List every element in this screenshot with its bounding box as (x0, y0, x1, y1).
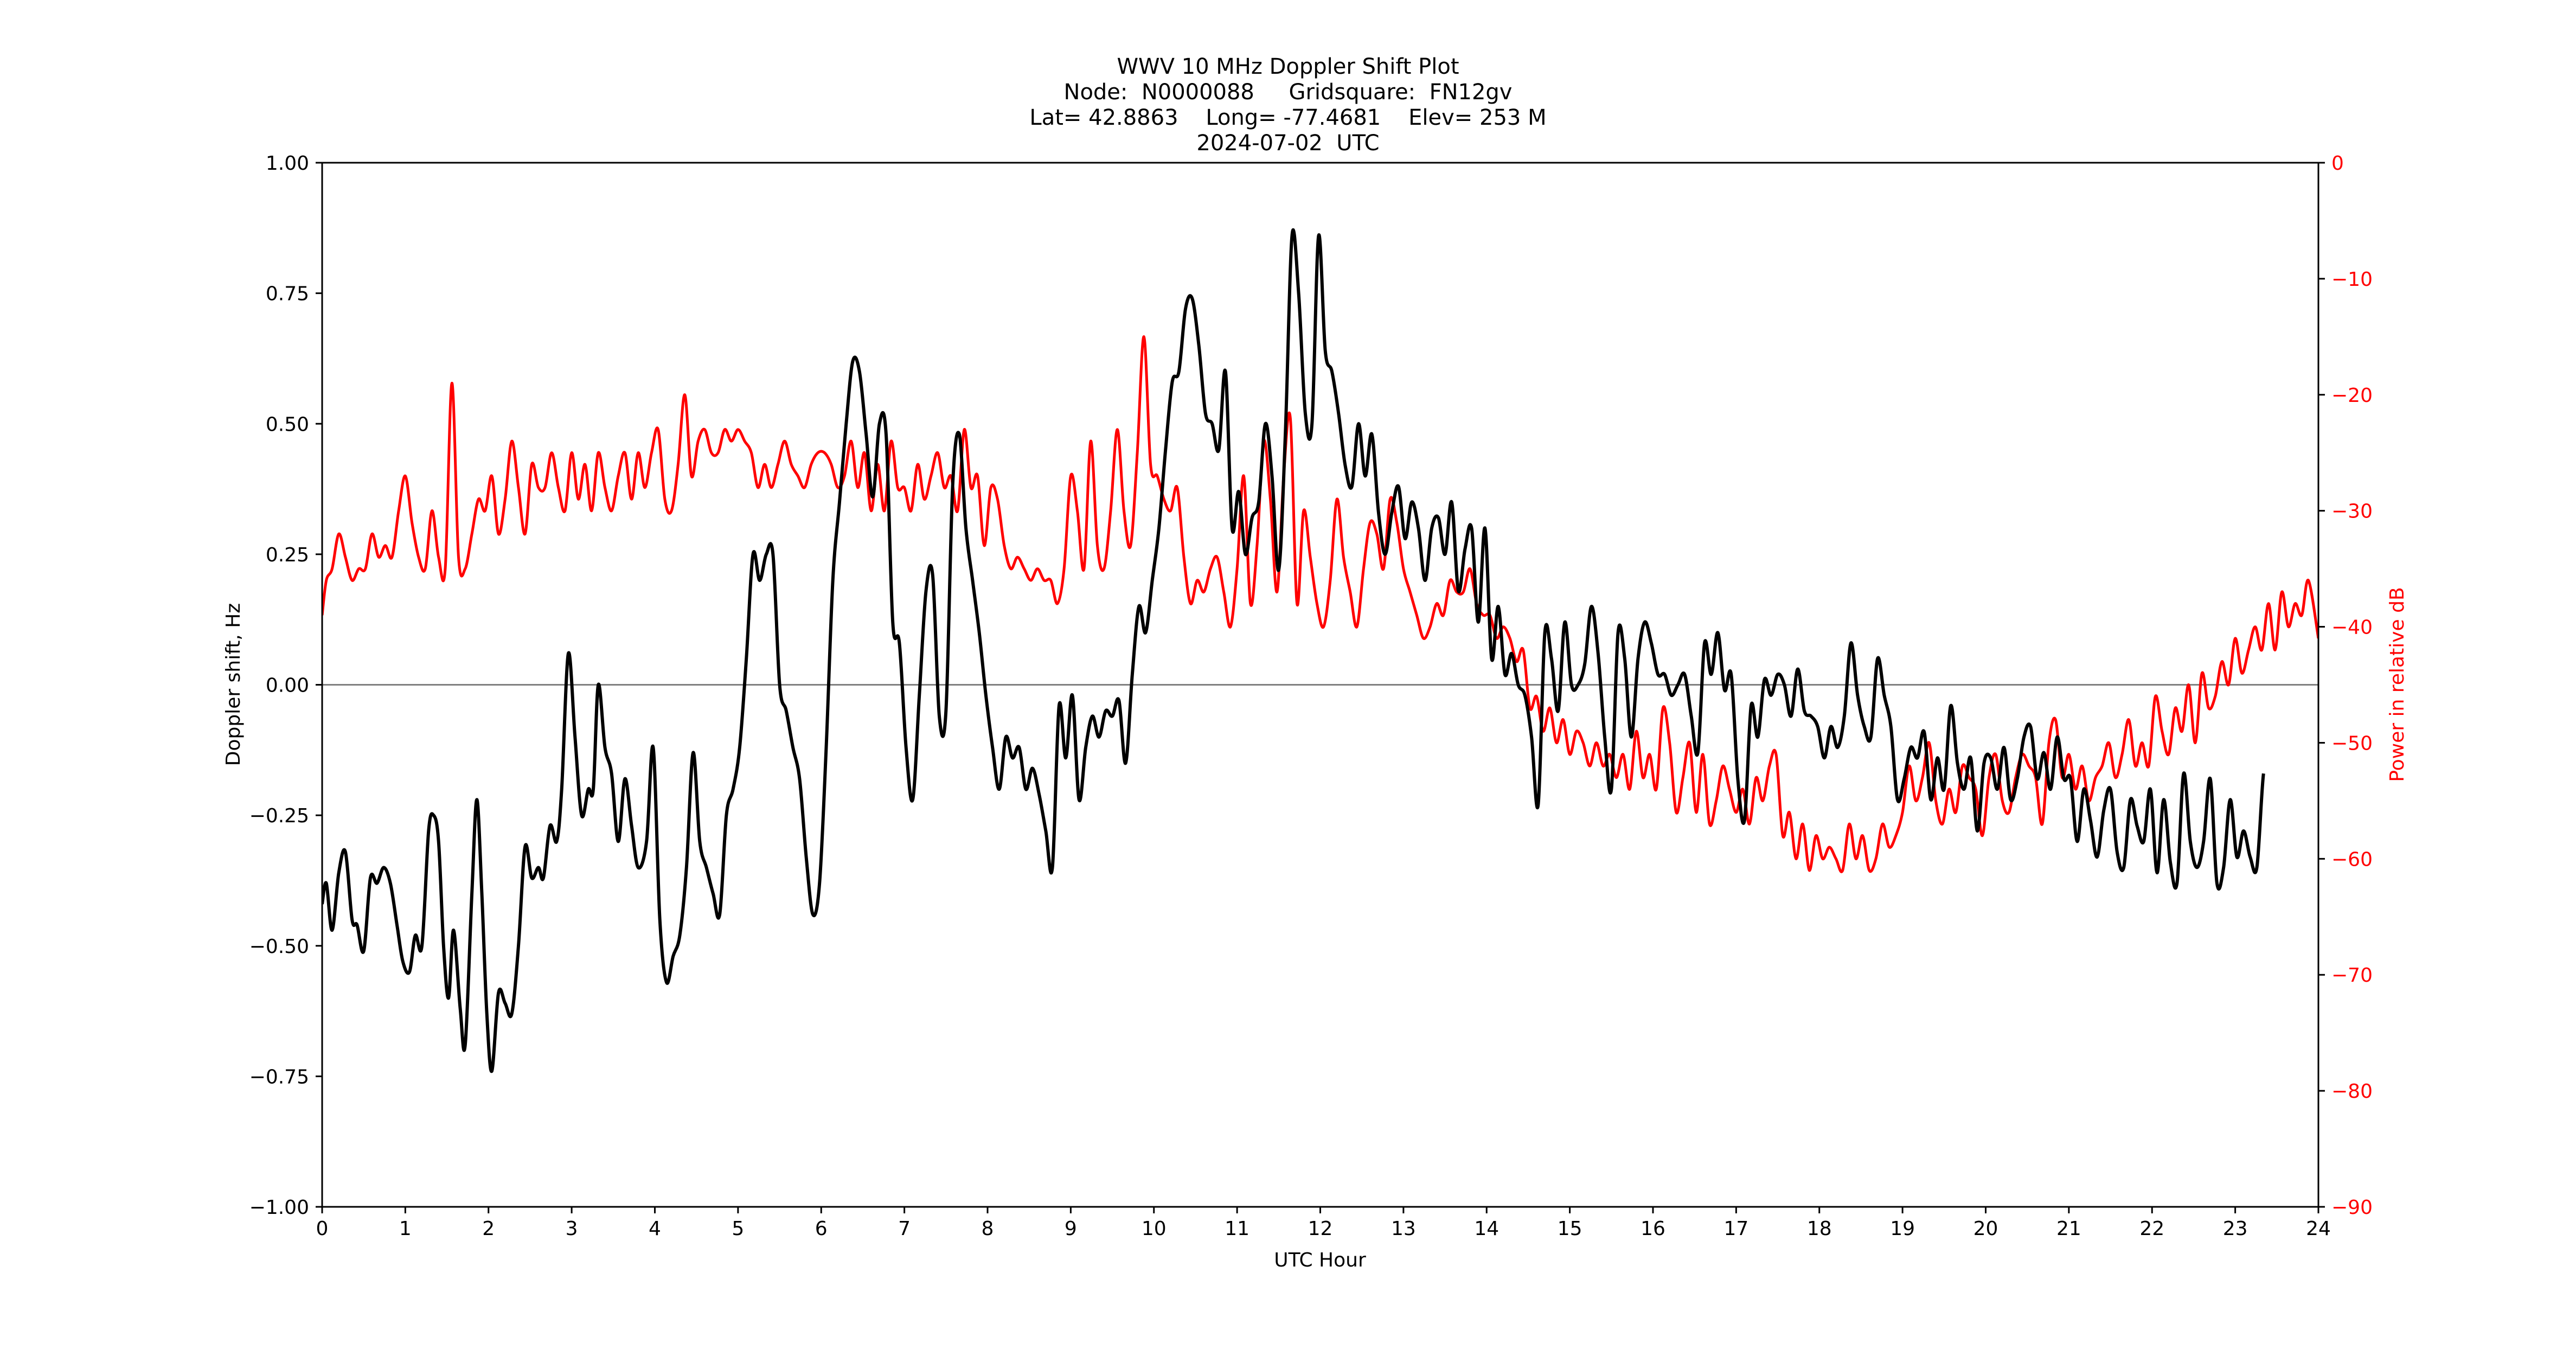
x-tick-label: 2 (482, 1218, 495, 1240)
x-tick-label: 13 (1391, 1218, 1416, 1240)
x-tick-label: 19 (1890, 1218, 1915, 1240)
x-tick-label: 5 (732, 1218, 744, 1240)
left-y-tick-label: 0.00 (266, 675, 309, 697)
left-y-tick-label: 0.50 (266, 413, 309, 436)
x-tick-label: 12 (1308, 1218, 1333, 1240)
right-y-tick-label: −40 (2331, 617, 2373, 639)
title-line-1: WWV 10 MHz Doppler Shift Plot (1117, 54, 1459, 79)
left-y-tick-label: 0.75 (266, 283, 309, 305)
right-y-tick-label: −10 (2331, 268, 2373, 291)
x-tick-label: 9 (1065, 1218, 1077, 1240)
x-tick-label: 20 (1973, 1218, 1998, 1240)
x-tick-label: 21 (2056, 1218, 2081, 1240)
x-tick-label: 14 (1474, 1218, 1499, 1240)
title-line-3: Lat= 42.8863 Long= -77.4681 Elev= 253 M (1029, 105, 1547, 130)
doppler-series-line (322, 228, 2265, 1073)
left-y-tick-label: −0.25 (249, 805, 309, 827)
x-tick-label: 3 (566, 1218, 578, 1240)
x-tick-label: 8 (982, 1218, 994, 1240)
x-tick-label: 11 (1225, 1218, 1249, 1240)
left-y-tick-label: −1.00 (249, 1197, 309, 1219)
title-line-2: Node: N0000088 Gridsquare: FN12gv (1063, 80, 1513, 105)
right-y-tick-label: 0 (2331, 152, 2344, 175)
x-tick-label: 6 (815, 1218, 828, 1240)
title-line-4: 2024-07-02 UTC (1196, 131, 1380, 156)
x-tick-label: 18 (1807, 1218, 1832, 1240)
x-tick-label: 0 (316, 1218, 329, 1240)
left-y-tick-label: −0.75 (249, 1066, 309, 1088)
right-y-tick-label: −20 (2331, 385, 2373, 407)
x-tick-label: 7 (898, 1218, 911, 1240)
x-tick-label: 23 (2223, 1218, 2248, 1240)
x-tick-label: 16 (1641, 1218, 1665, 1240)
x-tick-label: 17 (1723, 1218, 1748, 1240)
left-y-tick-label: 0.25 (266, 544, 309, 566)
left-y-tick-label: −0.50 (249, 936, 309, 958)
right-y-tick-label: −60 (2331, 848, 2373, 871)
right-y-tick-label: −90 (2331, 1197, 2373, 1219)
chart-title: WWV 10 MHz Doppler Shift Plot Node: N000… (0, 54, 2576, 156)
right-y-axis-label: Power in relative dB (2386, 587, 2408, 782)
left-y-axis-label: Doppler shift, Hz (222, 603, 245, 766)
right-y-axis-ticks: 0 −10 −20 −30 −40 −50 −60 −70 −80 −90 (2318, 152, 2373, 1219)
x-axis-ticks: 0 1 2 3 4 5 6 7 8 9 10 11 12 13 14 15 16 17 18 19 20 21 22 23 24 (316, 1207, 2331, 1240)
right-y-tick-label: −50 (2331, 732, 2373, 754)
x-tick-label: 4 (649, 1218, 661, 1240)
right-y-tick-label: −70 (2331, 964, 2373, 987)
x-tick-label: 24 (2306, 1218, 2331, 1240)
right-y-tick-label: −30 (2331, 501, 2373, 523)
x-tick-label: 1 (399, 1218, 412, 1240)
x-axis-label: UTC Hour (1274, 1249, 1366, 1271)
x-tick-label: 10 (1142, 1218, 1167, 1240)
right-y-tick-label: −80 (2331, 1080, 2373, 1103)
x-tick-label: 22 (2139, 1218, 2164, 1240)
x-tick-label: 15 (1558, 1218, 1582, 1240)
left-y-axis-ticks: 1.00 0.75 0.50 0.25 0.00 −0.25 −0.50 −0.75 −1.00 (249, 152, 322, 1219)
left-y-tick-label: 1.00 (266, 152, 309, 175)
